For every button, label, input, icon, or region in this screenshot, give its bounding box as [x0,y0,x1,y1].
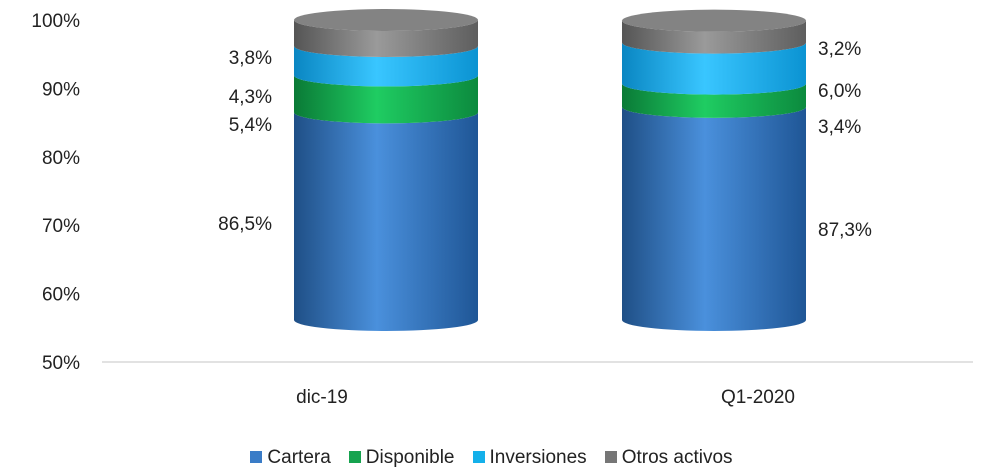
legend-swatch [472,451,485,463]
legend-item: Otros activos [604,446,733,468]
legend-label: Cartera [267,446,331,468]
bar-top-cap [622,9,806,32]
bar-segment [294,75,478,124]
legend-label: Inversiones [489,446,587,468]
y-tick-label: 60% [42,285,80,306]
legend: Cartera Disponible Inversiones Otros activo… [0,444,983,470]
legend-item: Disponible [348,446,455,468]
y-tick-label: 90% [42,79,80,100]
legend-swatch [250,451,263,463]
x-tick-label: Q1-2020 [721,387,795,408]
data-label: 6,0% [818,81,861,102]
legend-label: Otros activos [621,446,733,468]
bar-segment [622,83,806,118]
x-tick-label: dic-19 [296,387,348,408]
bar-segment [294,112,478,331]
bar-top-cap [294,9,478,31]
bar-segment [622,106,806,331]
legend-label: Disponible [365,446,455,468]
data-label: 87,3% [818,220,872,241]
data-label: 3,2% [818,39,861,60]
data-label: 5,4% [229,115,272,136]
bar-segment [294,45,478,87]
bar-segment [622,42,806,95]
legend-swatch [348,451,361,463]
data-label: 86,5% [218,214,272,235]
data-label: 4,3% [229,87,272,108]
y-tick-label: 50% [42,353,80,374]
y-tick-label: 100% [31,11,80,32]
y-tick-label: 70% [42,216,80,237]
bar-group [294,9,478,331]
legend-item: Inversiones [472,446,587,468]
legend-item: Cartera [250,446,331,468]
bar-group [622,9,806,331]
bar-segment [622,20,806,54]
y-axis: 50% 60% 70% 80% 90% 100% [31,11,80,374]
y-tick-label: 80% [42,148,80,169]
plot-area: 86,5% 5,4% 4,3% 3,8% 87,3% 3,4% 6,0% 3,2% [218,9,872,331]
data-label: 3,8% [229,48,272,69]
data-label: 3,4% [818,117,861,138]
bar-segment [294,20,478,57]
x-axis: dic-19 Q1-2020 [296,387,795,408]
legend-swatch [604,451,617,463]
